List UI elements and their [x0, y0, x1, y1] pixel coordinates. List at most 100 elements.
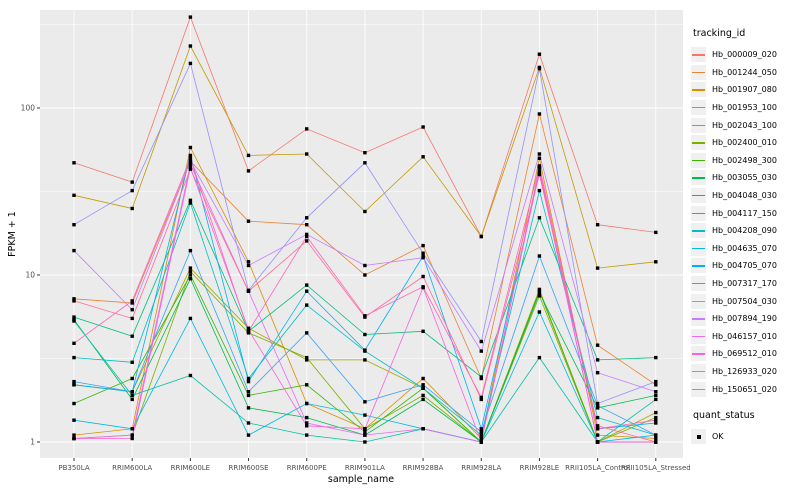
- data-point: [305, 127, 309, 131]
- data-point: [363, 430, 367, 434]
- data-point: [305, 289, 309, 293]
- data-point: [421, 155, 425, 159]
- data-point: [188, 277, 193, 281]
- data-point: [654, 383, 658, 387]
- legend-line-swatch-icon: [692, 212, 705, 215]
- data-point: [305, 232, 309, 237]
- legend-line-swatch-icon: [692, 54, 705, 56]
- legend-key-box: [691, 240, 706, 256]
- data-point: [421, 376, 425, 381]
- data-point: [421, 125, 425, 129]
- data-point: [479, 339, 483, 344]
- data-point: [72, 418, 76, 422]
- data-point: [479, 234, 483, 239]
- x-tick-label-RRIM600PE: RRIM600PE: [287, 464, 327, 472]
- data-point: [246, 390, 251, 394]
- legend-item-label: Hb_001953_100: [712, 103, 777, 113]
- data-point: [537, 289, 542, 293]
- legend-item-ok: OK: [691, 428, 799, 446]
- data-point: [246, 329, 251, 333]
- data-point: [130, 180, 134, 184]
- data-point: [188, 162, 193, 166]
- data-point: [130, 316, 134, 321]
- data-point: [72, 315, 76, 319]
- gridlines-minor: [40, 24, 683, 359]
- legend-item-Hb_002043_100: Hb_002043_100: [691, 116, 799, 134]
- data-point: [363, 348, 367, 352]
- legend-item-label: Hb_003055_030: [712, 173, 777, 183]
- data-point: [246, 260, 251, 264]
- data-point: [130, 376, 134, 381]
- legend-item-label: Hb_004117_150: [712, 208, 777, 218]
- data-point: [479, 395, 483, 400]
- legend-key-box: [691, 328, 706, 344]
- data-point: [654, 436, 658, 441]
- data-point: [72, 379, 76, 384]
- data-point: [246, 289, 251, 293]
- legend-key-box: [691, 311, 706, 327]
- data-point: [479, 430, 483, 434]
- data-point: [537, 294, 542, 298]
- data-point: [654, 260, 658, 264]
- legend-key-box: [691, 293, 706, 309]
- data-point: [654, 433, 658, 437]
- x-tick-label-RRIM928LA: RRIM928LA: [461, 464, 501, 472]
- legend-line-swatch-icon: [692, 124, 705, 127]
- data-point: [305, 234, 309, 239]
- legend-item-Hb_007894_190: Hb_007894_190: [691, 310, 799, 328]
- data-point: [188, 316, 193, 321]
- data-point: [654, 421, 658, 425]
- data-point: [654, 397, 658, 402]
- data-point: [595, 404, 600, 408]
- data-point: [363, 440, 367, 444]
- data-point: [305, 358, 309, 362]
- x-tick-label-RRIM600LE: RRIM600LE: [171, 464, 211, 472]
- data-point: [305, 421, 309, 425]
- data-point: [479, 440, 483, 444]
- legend-item-Hb_069512_010: Hb_069512_010: [691, 345, 799, 363]
- data-point: [479, 375, 483, 379]
- data-point: [188, 145, 193, 150]
- legend-item-label: Hb_002043_100: [712, 120, 777, 130]
- legend-item-Hb_002498_300: Hb_002498_300: [691, 152, 799, 170]
- legend-line-swatch-icon: [692, 353, 705, 355]
- data-point: [72, 299, 76, 303]
- data-point: [654, 230, 658, 235]
- legend-line-swatch-icon: [692, 230, 705, 232]
- data-point: [421, 256, 425, 260]
- legend-line-swatch-icon: [692, 370, 705, 373]
- data-point: [595, 427, 600, 431]
- data-point: [246, 219, 251, 223]
- data-point: [72, 223, 76, 227]
- legend-line-swatch-icon: [692, 388, 705, 390]
- data-point: [130, 433, 134, 437]
- data-point: [537, 164, 542, 168]
- data-point: [188, 15, 193, 19]
- legend-item-label: Hb_000009_020: [712, 50, 777, 60]
- legend-line-swatch-icon: [692, 195, 705, 197]
- data-point: [537, 291, 542, 295]
- data-point: [537, 169, 542, 173]
- x-tick-label-RRIM901LA: RRIM901LA: [345, 464, 385, 472]
- data-point: [130, 308, 134, 312]
- data-point: [363, 413, 367, 417]
- legend-key-box: [691, 363, 706, 379]
- data-point: [537, 254, 542, 258]
- data-point: [654, 410, 658, 415]
- data-point: [188, 198, 193, 202]
- legend-line-swatch-icon: [692, 107, 705, 109]
- data-point: [188, 269, 193, 274]
- legend-item-Hb_003055_030: Hb_003055_030: [691, 169, 799, 187]
- x-tick-label-RRII105LA_Stressed: RRII105LA_Stressed: [621, 464, 690, 472]
- legend-line-swatch-icon: [692, 89, 705, 91]
- x-tick-label-PB350LA: PB350LA: [58, 464, 89, 472]
- data-point: [246, 379, 251, 384]
- data-point: [72, 193, 76, 197]
- y-axis-title: FPKM + 1: [7, 211, 18, 257]
- legend-key-box: [691, 82, 706, 98]
- tracking-id-legend-rows: Hb_000009_020 Hb_001244_050 Hb_001907_080 H…: [691, 46, 799, 398]
- data-point: [654, 415, 658, 420]
- data-point: [421, 386, 425, 390]
- data-point: [363, 358, 367, 362]
